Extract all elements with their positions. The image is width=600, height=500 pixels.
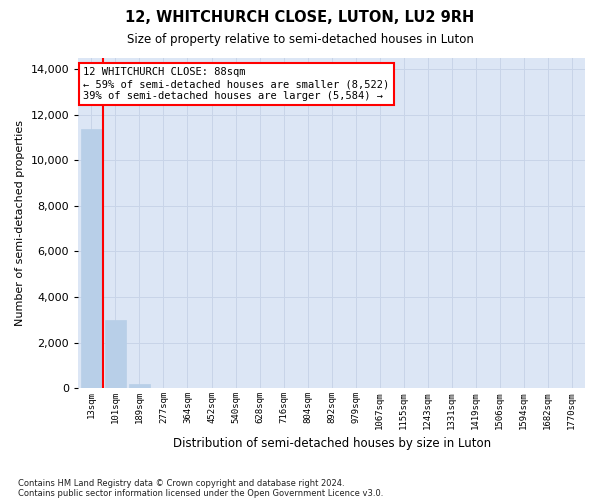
Bar: [105, 320, 125, 388]
X-axis label: Distribution of semi-detached houses by size in Luton: Distribution of semi-detached houses by …: [173, 437, 491, 450]
Text: 12 WHITCHURCH CLOSE: 88sqm
← 59% of semi-detached houses are smaller (8,522)
39%: 12 WHITCHURCH CLOSE: 88sqm ← 59% of semi…: [83, 68, 389, 100]
Bar: [81, 130, 101, 388]
Text: Contains public sector information licensed under the Open Government Licence v3: Contains public sector information licen…: [18, 488, 383, 498]
Text: Contains HM Land Registry data © Crown copyright and database right 2024.: Contains HM Land Registry data © Crown c…: [18, 478, 344, 488]
Bar: [129, 384, 149, 388]
Text: 12, WHITCHURCH CLOSE, LUTON, LU2 9RH: 12, WHITCHURCH CLOSE, LUTON, LU2 9RH: [125, 10, 475, 25]
Y-axis label: Number of semi-detached properties: Number of semi-detached properties: [15, 120, 25, 326]
Text: Size of property relative to semi-detached houses in Luton: Size of property relative to semi-detach…: [127, 32, 473, 46]
